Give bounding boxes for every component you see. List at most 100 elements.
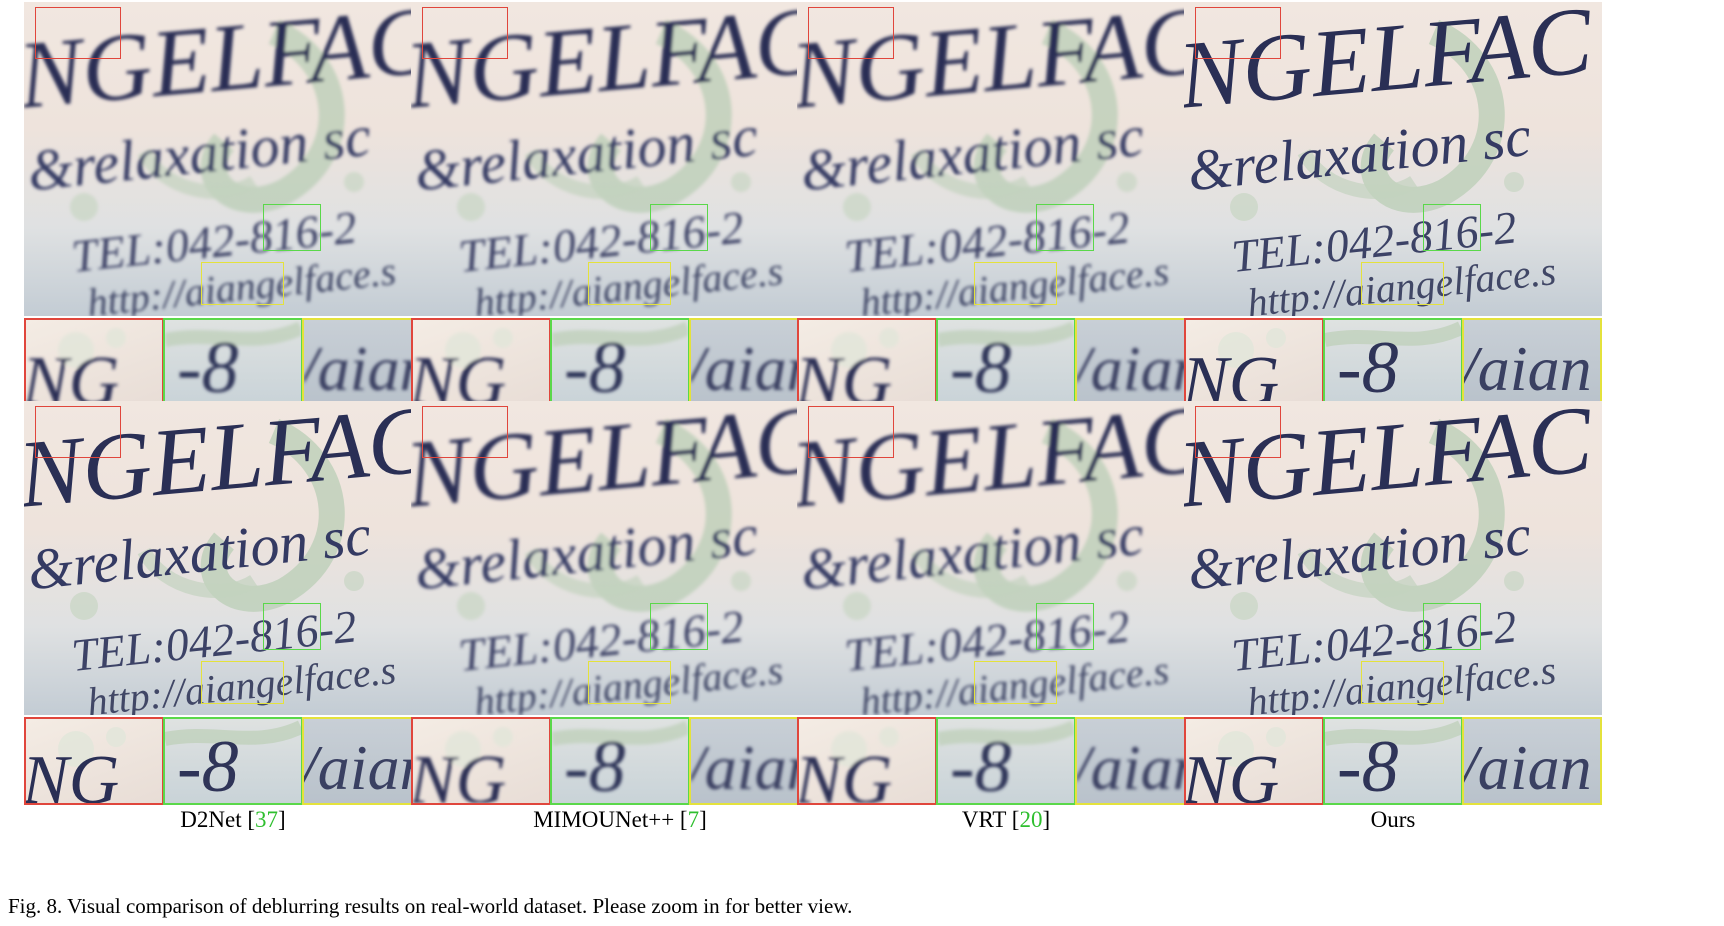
ref-open: [ <box>679 807 688 832</box>
red-zoom-box <box>1195 7 1281 59</box>
green-zoom-box <box>1423 204 1481 251</box>
zoom-crops: NG -8 /aian <box>1184 318 1602 406</box>
ref-close: ] <box>1042 807 1051 832</box>
green-zoom-box <box>1036 204 1094 251</box>
svg-text:NG: NG <box>413 343 506 404</box>
svg-text:/aian: /aian <box>1464 333 1592 404</box>
svg-text:/aian: /aian <box>1077 333 1205 404</box>
citation-link[interactable]: 20 <box>1019 807 1043 832</box>
green-zoom-box <box>263 204 321 251</box>
red-zoom-box <box>422 7 508 59</box>
svg-text:NG: NG <box>799 742 892 803</box>
red-zoom-box <box>35 7 121 59</box>
green-zoom-box <box>263 603 321 650</box>
method-name: Ours <box>1370 807 1416 832</box>
svg-text:-8: -8 <box>564 726 626 803</box>
result-panel: NGELFAC &relaxation sc TEL:042-816-2 htt… <box>1184 401 1602 833</box>
svg-text:NG: NG <box>799 343 892 404</box>
green-crop-image: -8 <box>550 318 690 406</box>
red-crop-image: NG <box>1184 717 1324 805</box>
result-panel: NGELFAC &relaxation sc TEL:042-816-2 htt… <box>797 2 1215 434</box>
zoom-crops: NG -8 /aian <box>411 318 829 406</box>
yellow-zoom-box <box>201 262 284 305</box>
green-zoom-box <box>650 204 708 251</box>
red-zoom-box <box>35 406 121 458</box>
method-name: VRT <box>961 807 1012 832</box>
method-name: D2Net <box>180 807 248 832</box>
svg-text:NG: NG <box>26 742 119 803</box>
green-zoom-box <box>1036 603 1094 650</box>
deblurred-frame-image: NGELFAC &relaxation sc TEL:042-816-2 htt… <box>1184 401 1602 715</box>
result-panel: NGELFAC &relaxation sc TEL:042-816-2 htt… <box>24 2 442 434</box>
deblurred-frame-image: NGELFAC &relaxation sc TEL:042-816-2 htt… <box>797 401 1215 715</box>
ref-close: ] <box>699 807 707 832</box>
svg-text:-8: -8 <box>564 327 626 404</box>
svg-text:NG: NG <box>413 742 506 803</box>
red-zoom-box <box>808 7 894 59</box>
red-zoom-box <box>422 406 508 458</box>
deblurred-frame-image: NGELFAC &relaxation sc TEL:042-816-2 htt… <box>411 2 829 316</box>
green-zoom-box <box>1423 603 1481 650</box>
svg-text:/aian: /aian <box>304 732 432 803</box>
red-crop-image: NG <box>411 318 551 406</box>
red-crop-image: NG <box>797 717 937 805</box>
yellow-crop-image: /aian <box>302 318 442 406</box>
green-crop-image: -8 <box>1323 717 1463 805</box>
red-crop-image: NG <box>797 318 937 406</box>
zoom-crops: NG -8 /aian <box>24 717 442 805</box>
svg-text:NG: NG <box>1186 343 1279 404</box>
result-panel: NGELFAC &relaxation sc TEL:042-816-2 htt… <box>24 401 442 833</box>
svg-text:-8: -8 <box>177 726 239 803</box>
method-label: Ours <box>1184 807 1602 833</box>
green-crop-image: -8 <box>936 318 1076 406</box>
zoom-crops: NG -8 /aian <box>797 717 1215 805</box>
ref-close: ] <box>278 807 286 832</box>
zoom-crops: NG -8 /aian <box>1184 717 1602 805</box>
svg-text:/aian: /aian <box>1077 732 1205 803</box>
zoom-crops: NG -8 /aian <box>24 318 442 406</box>
svg-text:-8: -8 <box>950 327 1012 404</box>
zoom-crops: NG -8 /aian <box>797 318 1215 406</box>
citation-link[interactable]: 7 <box>687 807 700 832</box>
svg-text:/aian: /aian <box>304 333 432 404</box>
red-crop-image: NG <box>1184 318 1324 406</box>
yellow-zoom-box <box>588 661 671 704</box>
yellow-crop-image: /aian <box>1462 717 1602 805</box>
figure-caption: Fig. 8. Visual comparison of deblurring … <box>8 894 853 918</box>
method-name: MIMOUNet++ <box>533 807 680 832</box>
yellow-zoom-box <box>1361 661 1444 704</box>
red-crop-image: NG <box>24 717 164 805</box>
red-crop-image: NG <box>411 717 551 805</box>
deblurred-frame-image: NGELFAC &relaxation sc TEL:042-816-2 htt… <box>24 401 442 715</box>
red-zoom-box <box>1195 406 1281 458</box>
deblurred-frame-image: NGELFAC &relaxation sc TEL:042-816-2 htt… <box>411 401 829 715</box>
figure-grid: NGELFAC &relaxation sc TEL:042-816-2 htt… <box>24 2 1602 833</box>
green-crop-image: -8 <box>163 318 303 406</box>
yellow-zoom-box <box>201 661 284 704</box>
method-label: MIMOUNet++ [7] <box>411 807 829 833</box>
red-zoom-box <box>808 406 894 458</box>
green-crop-image: -8 <box>936 717 1076 805</box>
result-panel: NGELFAC &relaxation sc TEL:042-816-2 htt… <box>1184 2 1602 434</box>
yellow-zoom-box <box>1361 262 1444 305</box>
ref-open: [ <box>247 807 256 832</box>
green-zoom-box <box>650 603 708 650</box>
svg-text:NG: NG <box>26 343 119 404</box>
deblurred-frame-image: NGELFAC &relaxation sc TEL:042-816-2 htt… <box>24 2 442 316</box>
green-crop-image: -8 <box>1323 318 1463 406</box>
green-crop-image: -8 <box>163 717 303 805</box>
yellow-zoom-box <box>588 262 671 305</box>
svg-text:-8: -8 <box>177 327 239 404</box>
deblurred-frame-image: NGELFAC &relaxation sc TEL:042-816-2 htt… <box>797 2 1215 316</box>
svg-text:-8: -8 <box>1337 327 1399 404</box>
yellow-crop-image: /aian <box>1462 318 1602 406</box>
method-label: VRT [20] <box>797 807 1215 833</box>
yellow-zoom-box <box>974 262 1057 305</box>
citation-link[interactable]: 37 <box>255 807 279 832</box>
ref-open: [ <box>1011 807 1020 832</box>
green-crop-image: -8 <box>550 717 690 805</box>
deblurred-frame-image: NGELFAC &relaxation sc TEL:042-816-2 htt… <box>1184 2 1602 316</box>
svg-text:/aian: /aian <box>1464 732 1592 803</box>
result-panel: NGELFAC &relaxation sc TEL:042-816-2 htt… <box>797 401 1215 833</box>
zoom-crops: NG -8 /aian <box>411 717 829 805</box>
